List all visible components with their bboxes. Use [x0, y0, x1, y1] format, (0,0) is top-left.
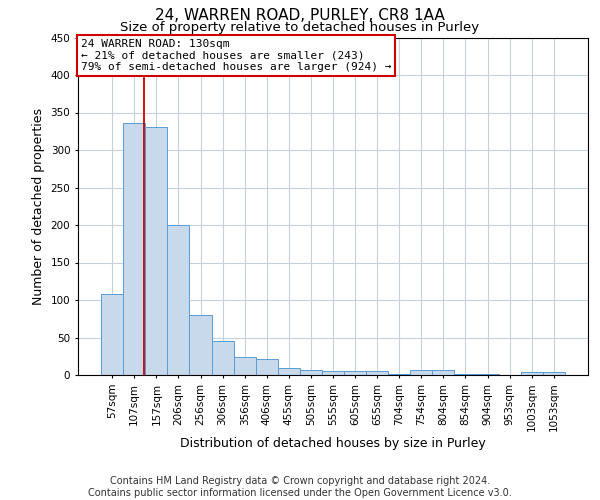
Bar [233, 357, 256, 375]
Bar [322, 370, 344, 375]
X-axis label: Distribution of detached houses by size in Purley: Distribution of detached houses by size … [180, 437, 486, 450]
Y-axis label: Number of detached properties: Number of detached properties [32, 108, 45, 304]
Bar [543, 372, 565, 375]
Bar [521, 372, 543, 375]
Bar [433, 370, 454, 375]
Bar [476, 374, 499, 375]
Bar [388, 374, 410, 375]
Bar [366, 370, 388, 375]
Text: Contains HM Land Registry data © Crown copyright and database right 2024.
Contai: Contains HM Land Registry data © Crown c… [88, 476, 512, 498]
Bar [212, 340, 233, 375]
Bar [190, 315, 212, 375]
Bar [256, 359, 278, 375]
Bar [145, 126, 167, 375]
Bar [454, 374, 476, 375]
Bar [344, 370, 366, 375]
Text: Size of property relative to detached houses in Purley: Size of property relative to detached ho… [121, 21, 479, 34]
Bar [278, 368, 300, 375]
Bar [101, 294, 123, 375]
Bar [410, 370, 433, 375]
Text: 24 WARREN ROAD: 130sqm
← 21% of detached houses are smaller (243)
79% of semi-de: 24 WARREN ROAD: 130sqm ← 21% of detached… [80, 39, 391, 72]
Bar [300, 370, 322, 375]
Bar [123, 123, 145, 375]
Bar [167, 225, 190, 375]
Text: 24, WARREN ROAD, PURLEY, CR8 1AA: 24, WARREN ROAD, PURLEY, CR8 1AA [155, 8, 445, 22]
